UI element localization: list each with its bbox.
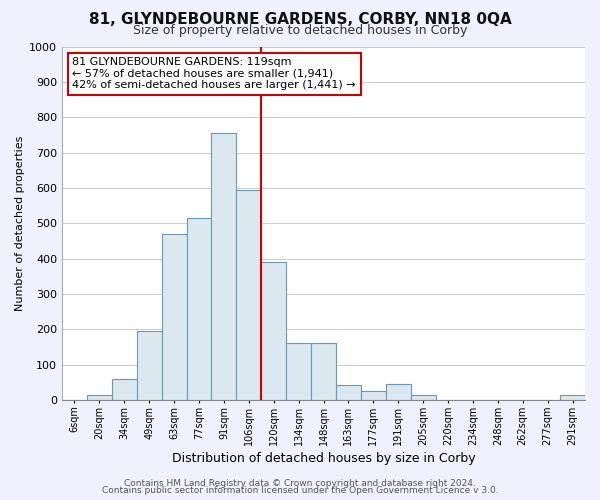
Text: Contains HM Land Registry data © Crown copyright and database right 2024.: Contains HM Land Registry data © Crown c… xyxy=(124,478,476,488)
Bar xyxy=(261,262,286,400)
Bar xyxy=(386,384,410,400)
Bar xyxy=(161,234,187,400)
Bar xyxy=(87,396,112,400)
Bar xyxy=(137,331,161,400)
Text: Contains public sector information licensed under the Open Government Licence v : Contains public sector information licen… xyxy=(101,486,499,495)
Bar xyxy=(311,344,336,400)
Text: Size of property relative to detached houses in Corby: Size of property relative to detached ho… xyxy=(133,24,467,37)
Bar xyxy=(187,218,211,400)
X-axis label: Distribution of detached houses by size in Corby: Distribution of detached houses by size … xyxy=(172,452,475,465)
Bar xyxy=(286,344,311,400)
Bar xyxy=(336,385,361,400)
Bar xyxy=(112,379,137,400)
Bar xyxy=(410,396,436,400)
Y-axis label: Number of detached properties: Number of detached properties xyxy=(15,136,25,311)
Bar xyxy=(236,190,261,400)
Bar xyxy=(361,391,386,400)
Text: 81 GLYNDEBOURNE GARDENS: 119sqm
← 57% of detached houses are smaller (1,941)
42%: 81 GLYNDEBOURNE GARDENS: 119sqm ← 57% of… xyxy=(73,57,356,90)
Bar xyxy=(560,396,585,400)
Text: 81, GLYNDEBOURNE GARDENS, CORBY, NN18 0QA: 81, GLYNDEBOURNE GARDENS, CORBY, NN18 0Q… xyxy=(89,12,511,28)
Bar xyxy=(211,133,236,400)
